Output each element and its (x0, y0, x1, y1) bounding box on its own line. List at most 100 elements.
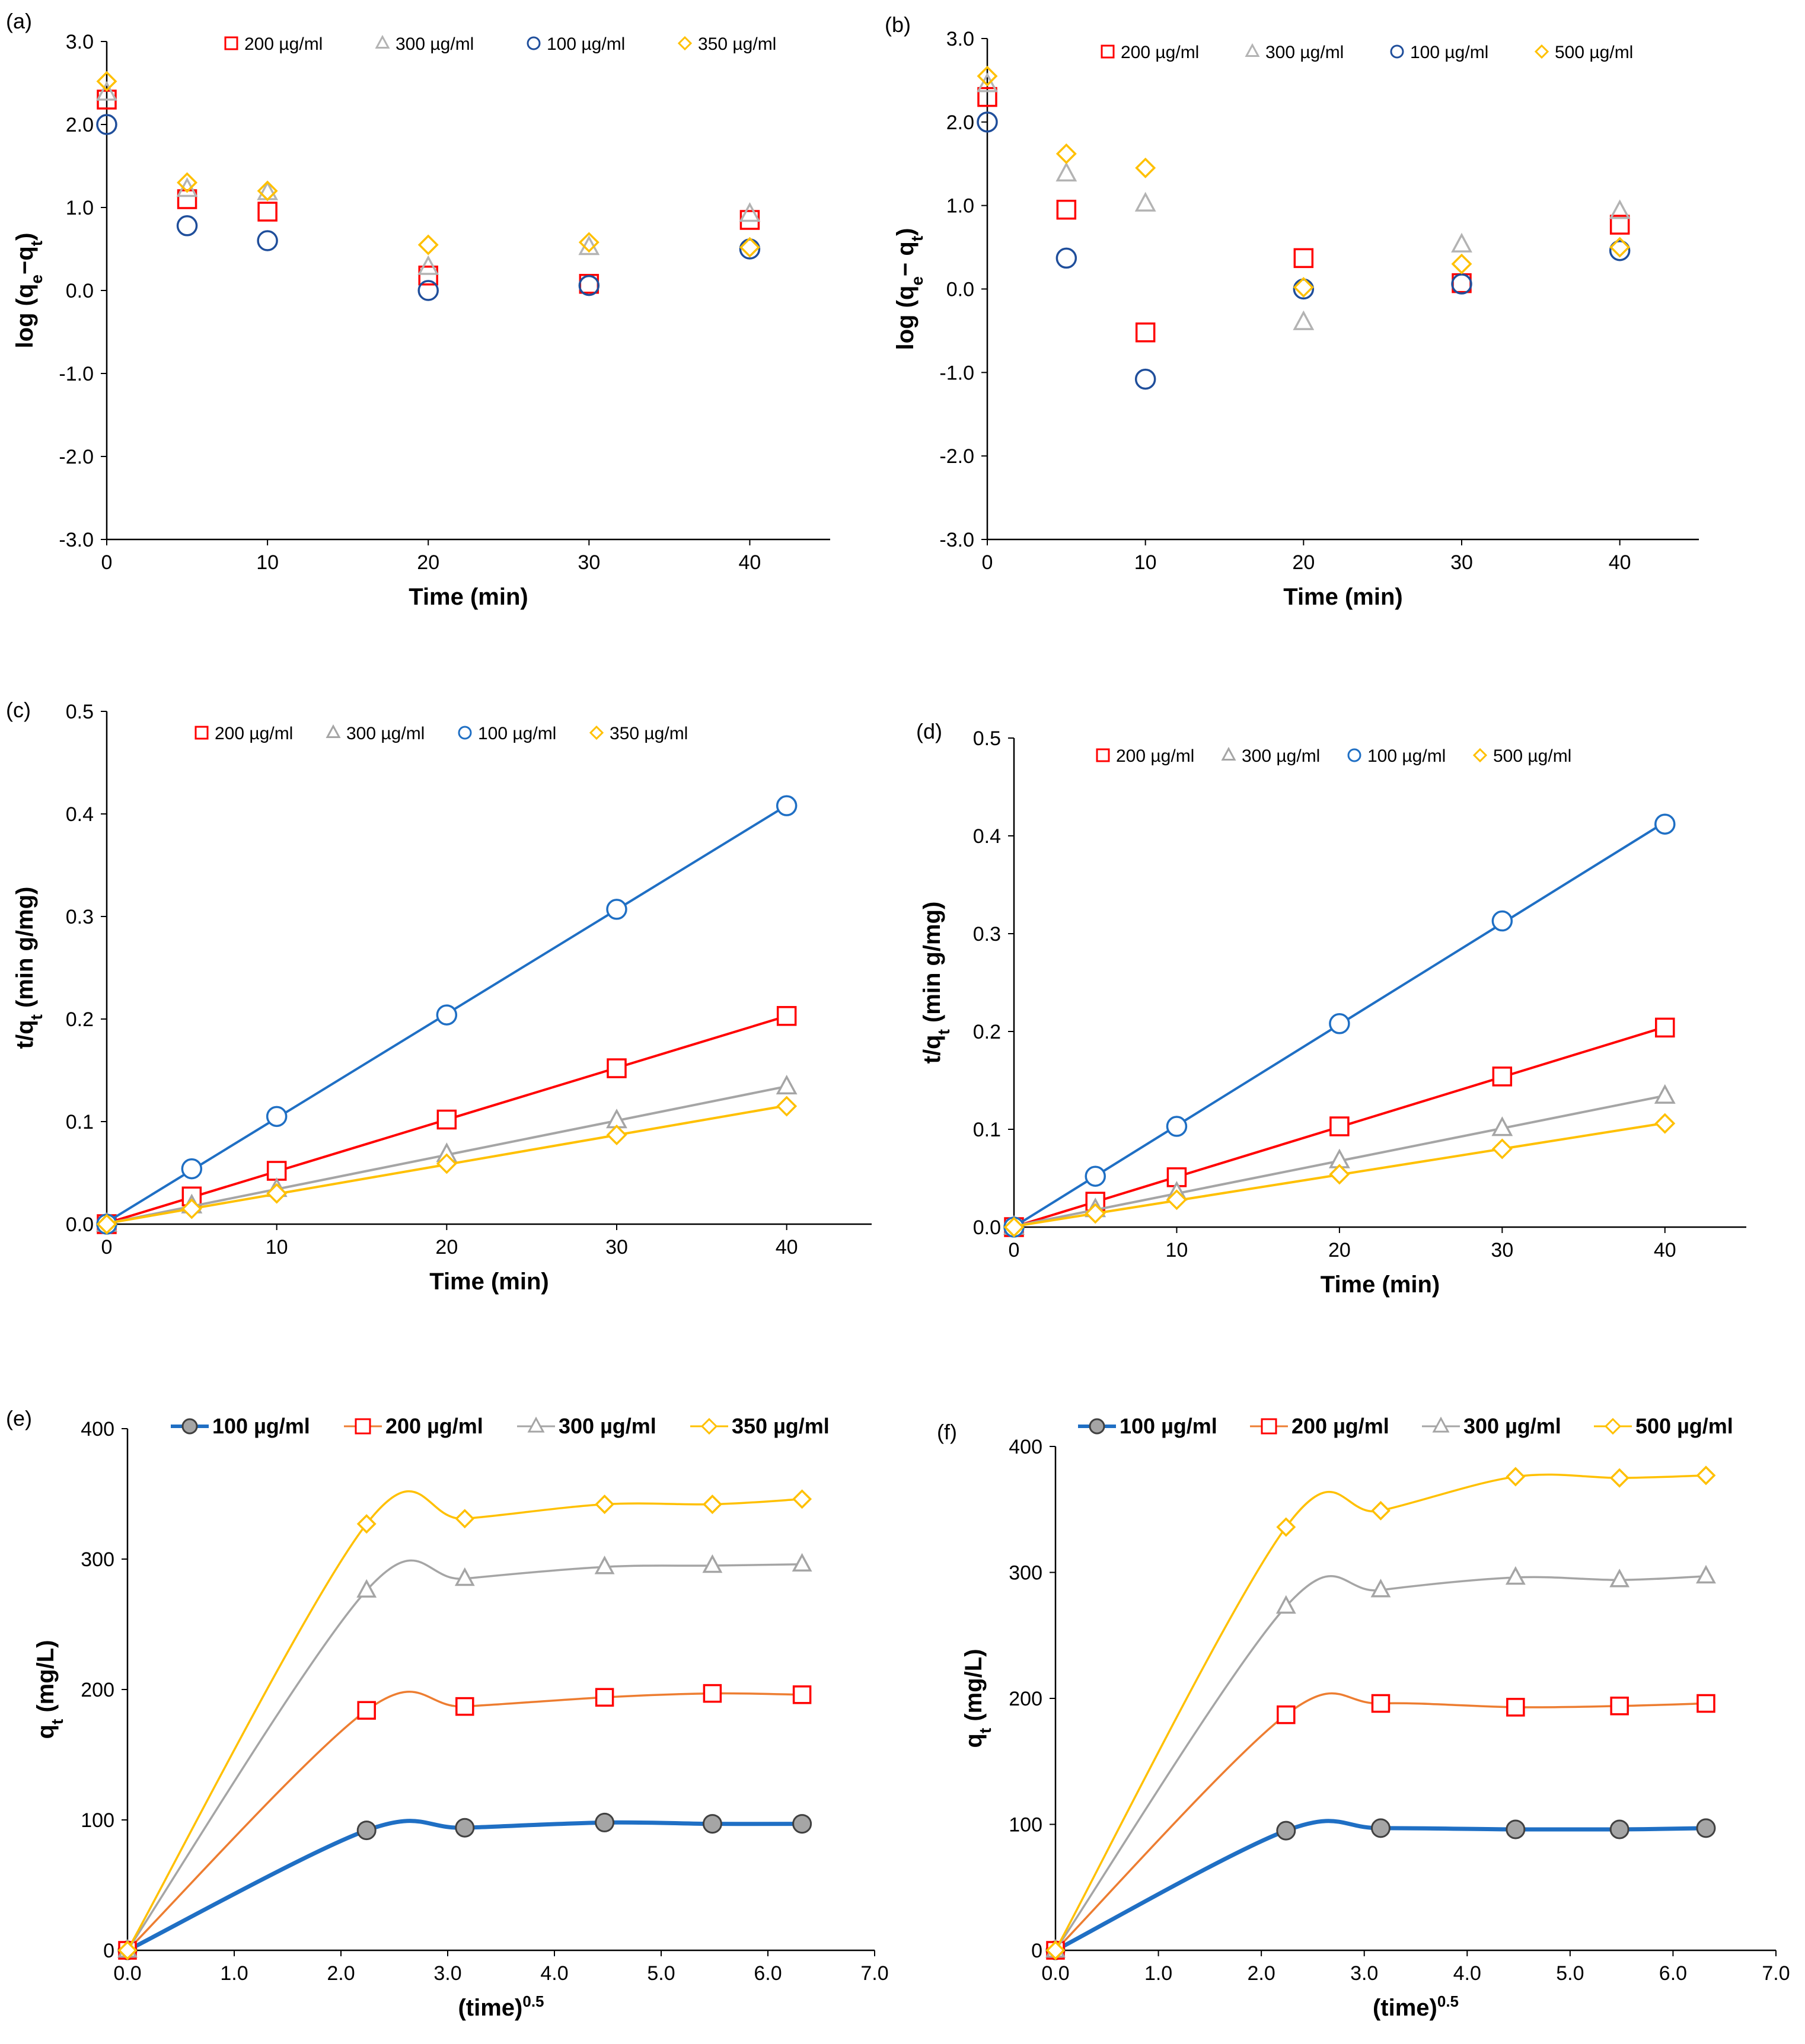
data-point (1451, 273, 1472, 295)
legend-label: 300 µg/ml (1242, 746, 1320, 766)
data-point (1370, 1818, 1391, 1838)
data-point (1370, 1579, 1391, 1598)
data-point (607, 1058, 627, 1078)
data-point (977, 65, 998, 87)
data-point (417, 255, 439, 275)
data-point (176, 215, 198, 237)
data-point (1166, 1189, 1187, 1211)
data-point (1135, 157, 1156, 178)
legend-item: 500 µg/ml (1534, 43, 1633, 62)
legend-label: 100 µg/ml (1120, 1414, 1217, 1438)
legend-item: 350 µg/ml (677, 34, 776, 54)
data-point (792, 1553, 812, 1572)
x-tick-label: 20 (435, 1236, 458, 1259)
legend-marker (527, 36, 541, 50)
legend-label: 200 µg/ml (1121, 43, 1199, 62)
data-point (1329, 1164, 1350, 1185)
legend-marker (1096, 748, 1110, 762)
panel-label: (b) (885, 12, 911, 37)
legend-item: 200 µg/ml (344, 1414, 483, 1438)
x-tick-label: 7.0 (1762, 1962, 1790, 1985)
data-point (357, 1701, 376, 1720)
y-tick-label: 400 (81, 1418, 114, 1441)
y-tick-label: 0.5 (66, 701, 94, 723)
y-tick-label: -1.0 (939, 362, 974, 384)
legend-marker (527, 1416, 545, 1433)
x-tick-label: 40 (1654, 1239, 1676, 1261)
data-point (739, 202, 761, 222)
series-1 (977, 72, 1631, 330)
y-tick-label: 0.0 (973, 1216, 1001, 1239)
panel-label: (c) (6, 698, 31, 722)
x-tick-label: 0 (982, 551, 993, 574)
data-point (1003, 1216, 1025, 1238)
chart-panel: (e) 0 100 200 300 400 0.0 1.0 2.0 3.0 4.0 5.0 6.0 7.0… (6, 1406, 889, 2021)
data-point (436, 1109, 457, 1130)
data-point (1491, 1116, 1513, 1136)
data-point (1045, 1940, 1066, 1960)
data-point (181, 1198, 202, 1219)
data-point (1451, 253, 1472, 274)
data-point (578, 232, 599, 253)
legend-marker (326, 724, 341, 738)
data-point (1293, 248, 1314, 269)
legend-item: 100 µg/ml (1390, 43, 1488, 62)
chart-panel: (d) 0.0 0.1 0.2 0.3 0.4 0.5 0 10 20 30 40 Time (min)… (916, 719, 1746, 1298)
legend-label: 200 µg/ml (1116, 746, 1194, 766)
y-tick-label: 0.1 (973, 1119, 1001, 1141)
y-tick-label: 0.5 (973, 727, 1001, 750)
data-point (1609, 199, 1631, 219)
data-point (1696, 1465, 1716, 1486)
series-2 (96, 114, 761, 301)
series-3 (1003, 1113, 1676, 1238)
legend-label: 200 µg/ml (215, 724, 293, 743)
x-tick-label: 20 (1292, 551, 1315, 574)
series-0 (117, 1812, 812, 1960)
x-axis-title: Time (min) (429, 1269, 549, 1295)
data-point (703, 1684, 722, 1703)
y-tick-label: -3.0 (59, 529, 94, 551)
legend-marker (700, 1417, 718, 1435)
data-point (257, 202, 278, 222)
series-0 (97, 90, 760, 294)
legend-marker (194, 726, 209, 740)
legend-item: 200 µg/ml (1101, 43, 1199, 62)
y-tick-label: 0.1 (66, 1111, 94, 1133)
data-point (455, 1697, 474, 1716)
data-point (1166, 1116, 1188, 1137)
legend-item: 100 µg/ml (458, 724, 556, 743)
series-line (126, 1819, 802, 1953)
data-point (96, 1213, 117, 1235)
y-tick-label: 100 (1009, 1814, 1042, 1837)
data-point (1506, 1819, 1526, 1839)
x-tick-label: 30 (1450, 551, 1473, 574)
y-tick-label: 0.2 (973, 1021, 1001, 1043)
x-tick-label: 4.0 (540, 1962, 568, 1985)
x-tick-label: 10 (266, 1236, 288, 1259)
x-tick-label: 30 (1491, 1239, 1513, 1261)
data-point (702, 1494, 722, 1515)
legend-marker (677, 36, 693, 51)
y-axis-title: qt (mg/L) (33, 1640, 66, 1739)
series-line (126, 1490, 802, 1951)
data-point (1134, 191, 1156, 212)
y-tick-label: 0.3 (66, 906, 94, 928)
y-axis-title: t/qt (min g/mg) (919, 902, 953, 1064)
data-point (578, 274, 600, 296)
x-tick-label: 0 (1009, 1239, 1020, 1261)
x-axis-title: (time)0.5 (458, 1992, 544, 2021)
y-tick-label: -3.0 (939, 529, 974, 551)
x-tick-label: 4.0 (1453, 1962, 1481, 1985)
x-axis-title: (time)0.5 (1373, 1992, 1459, 2021)
series-0 (1045, 1818, 1716, 1960)
data-point (1055, 247, 1077, 269)
series-3 (1045, 1465, 1716, 1960)
data-point (1609, 1819, 1629, 1839)
data-point (454, 1567, 475, 1586)
legend-marker (1261, 1418, 1277, 1435)
legend-item: 100 µg/ml (171, 1414, 310, 1438)
x-tick-label: 5.0 (1556, 1962, 1584, 1985)
data-point (1654, 1084, 1676, 1104)
legend-marker (589, 725, 604, 740)
data-point (1056, 199, 1077, 220)
